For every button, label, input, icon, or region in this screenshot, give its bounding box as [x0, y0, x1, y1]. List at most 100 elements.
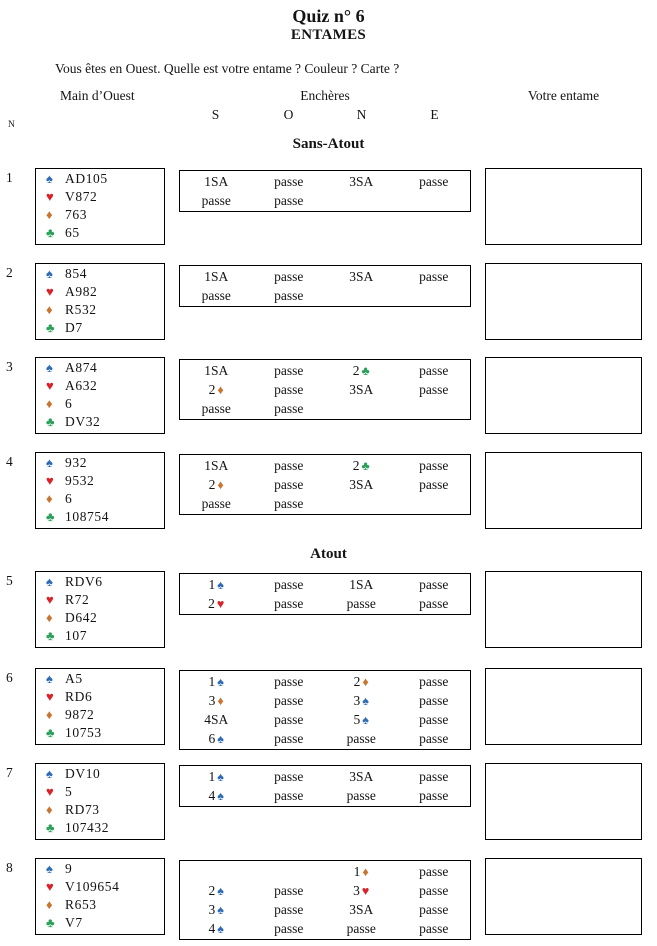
heart-icon: ♥ [361, 884, 370, 898]
hand-cards: RD6 [65, 689, 93, 704]
number-column-header: N [8, 120, 15, 130]
hand-suit-line: ♥ A982 [36, 283, 164, 301]
bid-text: passe [274, 596, 304, 611]
bid-cell: passe [253, 286, 326, 305]
diamond-icon: ♦ [46, 207, 53, 222]
bid-cell [180, 862, 253, 881]
seat-north: N [356, 107, 367, 122]
hand-box: ♠ 9 ♥ V109654 ♦ R653 ♣ V7 [35, 858, 165, 935]
lead-answer-box[interactable] [485, 858, 642, 935]
bid-text: passe [274, 269, 304, 284]
bid-cell: passe [398, 267, 471, 286]
bid-text: 2 [208, 596, 215, 611]
bid-row: passe passe [180, 399, 470, 418]
hand-suit-line: ♠ 932 [36, 454, 164, 472]
row-number: 4 [6, 454, 13, 469]
lead-answer-box[interactable] [485, 452, 642, 529]
bid-text: passe [274, 401, 304, 416]
lead-answer-box[interactable] [485, 668, 642, 745]
bid-text: passe [201, 496, 231, 511]
club-icon: ♣ [361, 459, 370, 473]
club-icon: ♣ [46, 725, 55, 740]
hand-cards: 6 [65, 396, 73, 411]
bid-cell: 1SA [180, 361, 253, 380]
bid-cell: passe [398, 172, 471, 191]
lead-answer-box[interactable] [485, 357, 642, 434]
lead-answer-box[interactable] [485, 763, 642, 840]
bid-cell: passe [398, 786, 471, 805]
bid-cell: passe [398, 862, 471, 881]
diamond-icon: ♦ [217, 694, 224, 708]
bid-cell [325, 494, 398, 513]
quiz-row: 4 ♠ 932 ♥ 9532 ♦ 6 ♣ 108754 1SA passe 2 ♣ passe 2 ♦ pass… [0, 452, 657, 529]
bid-row: 1SA passe 2 ♣ passe [180, 456, 470, 475]
bid-text: passe [201, 401, 231, 416]
bid-text: passe [274, 496, 304, 511]
bid-text: passe [419, 382, 449, 397]
spade-icon: ♠ [217, 732, 224, 746]
spade-icon: ♠ [217, 903, 224, 917]
hand-box: ♠ RDV6 ♥ R72 ♦ D642 ♣ 107 [35, 571, 165, 648]
bid-cell: 4SA [180, 710, 253, 729]
bid-cell: 1 ♦ [325, 862, 398, 881]
bid-text: passe [419, 769, 449, 784]
bid-cell: 1 ♠ [180, 672, 253, 691]
bid-row: 3 ♦ passe 3 ♠ passe [180, 691, 470, 710]
lead-answer-box[interactable] [485, 168, 642, 245]
bid-cell: passe [398, 672, 471, 691]
bid-text: passe [274, 288, 304, 303]
hand-suit-line: ♦ RD73 [36, 801, 164, 819]
bid-cell: passe [398, 575, 471, 594]
page-subtitle: ENTAMES [290, 27, 367, 43]
hand-suit-line: ♥ V109654 [36, 878, 164, 896]
spade-icon: ♠ [46, 766, 53, 781]
hand-cards: 65 [65, 225, 80, 240]
bid-text: passe [346, 788, 376, 803]
bid-text: passe [274, 382, 304, 397]
row-number: 3 [6, 359, 13, 374]
spade-icon: ♠ [217, 884, 224, 898]
seat-west: O [283, 107, 294, 122]
quiz-row: 6 ♠ A5 ♥ RD6 ♦ 9872 ♣ 10753 1 ♠ passe 2 ♦ passe 3 ♦ passe… [0, 668, 657, 750]
hand-suit-line: ♦ R532 [36, 301, 164, 319]
bid-cell: passe [398, 710, 471, 729]
heart-icon: ♥ [46, 473, 54, 488]
bid-text: passe [419, 712, 449, 727]
bid-text: 3 [208, 693, 216, 708]
diamond-icon: ♦ [46, 491, 53, 506]
bid-text: passe [274, 174, 304, 189]
bid-text: 3SA [349, 769, 374, 784]
bid-text: 1 [208, 769, 216, 784]
bid-text: 3 [208, 902, 216, 917]
bid-cell: 1 ♠ [180, 575, 253, 594]
bid-text: 5 [353, 712, 361, 727]
row-number: 8 [6, 860, 13, 875]
bid-text: 3SA [349, 382, 374, 397]
quiz-row: 1 ♠ AD105 ♥ V872 ♦ 763 ♣ 65 1SA passe 3SA passe passe… [0, 168, 657, 245]
hand-cards: R72 [65, 592, 90, 607]
quiz-row: 3 ♠ A874 ♥ A632 ♦ 6 ♣ DV32 1SA passe 2 ♣ passe 2 ♦ passe… [0, 357, 657, 434]
bid-text: passe [419, 731, 449, 746]
hand-cards: V7 [65, 915, 83, 930]
heart-icon: ♥ [46, 784, 54, 799]
hand-cards: 107432 [65, 820, 110, 835]
club-icon: ♣ [46, 225, 55, 240]
hand-suit-line: ♣ 107 [36, 627, 164, 645]
hand-cards: 10753 [65, 725, 102, 740]
bid-row: 2 ♥ passe passe passe [180, 594, 470, 613]
bid-cell: 1SA [180, 172, 253, 191]
hand-suit-line: ♥ A632 [36, 377, 164, 395]
bid-cell: 4 ♠ [180, 786, 253, 805]
bid-text: passe [419, 788, 449, 803]
spade-icon: ♠ [217, 789, 224, 803]
bid-text: passe [419, 596, 449, 611]
bid-row: 1 ♠ passe 1SA passe [180, 575, 470, 594]
hand-suit-line: ♥ 9532 [36, 472, 164, 490]
bid-cell: passe [253, 172, 326, 191]
lead-answer-box[interactable] [485, 263, 642, 340]
hand-suit-line: ♠ AD105 [36, 170, 164, 188]
lead-answer-box[interactable] [485, 571, 642, 648]
hand-cards: 6 [65, 491, 73, 506]
hand-cards: 9 [65, 861, 73, 876]
bid-text: 2 [352, 363, 360, 378]
